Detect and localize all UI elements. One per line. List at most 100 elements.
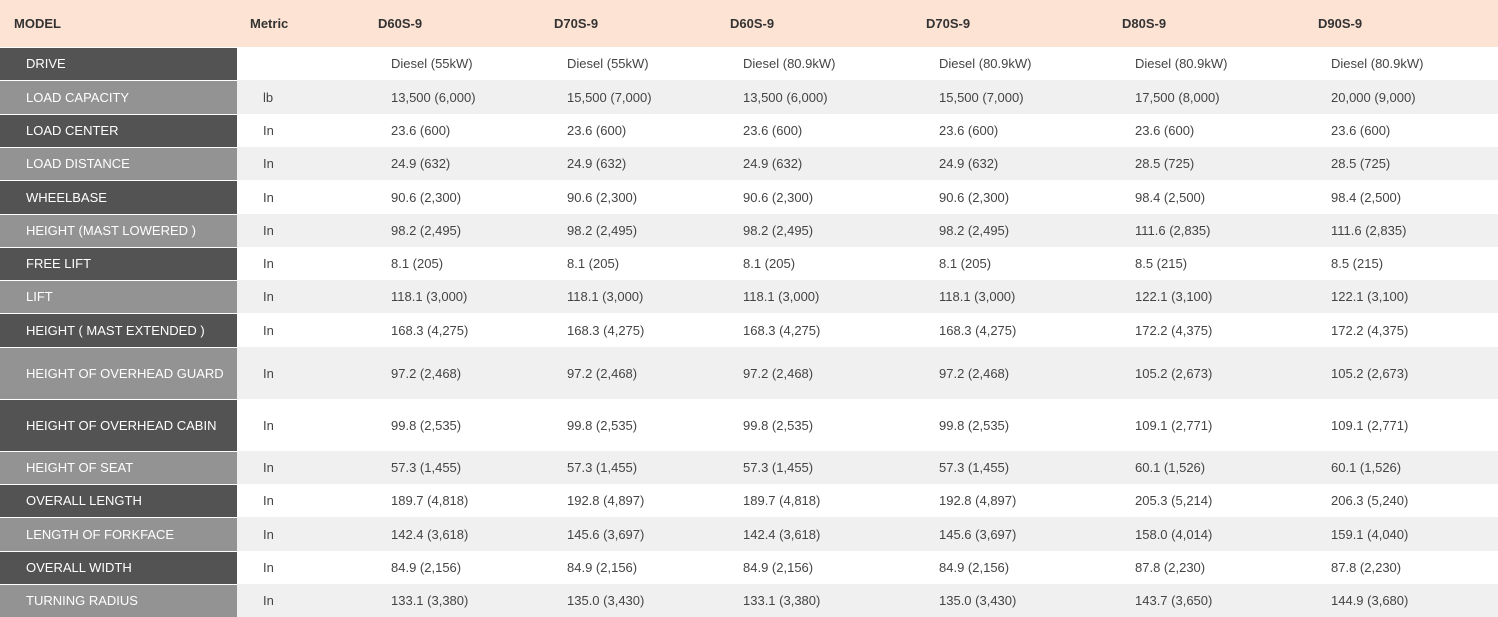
metric-unit: In — [263, 417, 274, 433]
row-overall-width: OVERALL WIDTH In 84.9 (2,156) 84.9 (2,15… — [0, 551, 1498, 584]
model-value: 84.9 (2,156) — [567, 560, 638, 575]
metric-unit: In — [263, 560, 274, 575]
model-value: 20,000 (9,000) — [1331, 89, 1416, 105]
model-value: 135.0 (3,430) — [567, 593, 645, 608]
row-label: DRIVE — [0, 47, 237, 80]
model-value: 172.2 (4,375) — [1135, 322, 1213, 338]
metric-unit: In — [263, 322, 274, 338]
model-value: 8.5 (215) — [1331, 256, 1384, 271]
model-value: 87.8 (2,230) — [1331, 560, 1402, 575]
model-value: 168.3 (4,275) — [743, 322, 821, 338]
model-value: 90.6 (2,300) — [567, 189, 638, 205]
row-turning-radius: TURNING RADIUS In 133.1 (3,380) 135.0 (3… — [0, 584, 1498, 617]
model-value: 28.5 (725) — [1135, 156, 1195, 171]
model-value: 84.9 (2,156) — [391, 560, 462, 575]
model-value: 99.8 (2,535) — [567, 417, 638, 433]
model-value: 105.2 (2,673) — [1135, 365, 1213, 381]
model-value: 168.3 (4,275) — [939, 322, 1017, 338]
model-value: 192.8 (4,897) — [939, 493, 1017, 508]
metric-unit: In — [263, 156, 274, 171]
metric-unit: lb — [263, 89, 274, 105]
model-value: 84.9 (2,156) — [939, 560, 1010, 575]
model-value: 122.1 (3,100) — [1135, 289, 1213, 304]
model-value: 97.2 (2,468) — [743, 365, 814, 381]
model-name-header: D70S-9 — [554, 16, 599, 31]
model-value: 84.9 (2,156) — [743, 560, 814, 575]
model-value: 144.9 (3,680) — [1331, 593, 1409, 608]
model-value: Diesel (80.9kW) — [1135, 56, 1228, 71]
row-length-of-forkface: LENGTH OF FORKFACE In 142.4 (3,618) 145.… — [0, 517, 1498, 551]
metric-unit: In — [263, 365, 274, 381]
metric-unit: In — [263, 493, 274, 508]
model-value: 17,500 (8,000) — [1135, 89, 1220, 105]
metric-unit: In — [263, 460, 274, 475]
model-value: 87.8 (2,230) — [1135, 560, 1206, 575]
model-value: 99.8 (2,535) — [939, 417, 1010, 433]
model-value: 105.2 (2,673) — [1331, 365, 1409, 381]
model-value: 23.6 (600) — [391, 123, 451, 138]
model-value: 111.6 (2,835) — [1135, 223, 1211, 238]
model-value: 8.1 (205) — [391, 256, 444, 271]
row-label: HEIGHT OF OVERHEAD GUARD — [0, 347, 237, 399]
model-value: 98.2 (2,495) — [939, 223, 1010, 238]
row-label: LENGTH OF FORKFACE — [0, 517, 237, 551]
model-value: 118.1 (3,000) — [939, 289, 1016, 304]
model-value: 145.6 (3,697) — [939, 526, 1017, 542]
model-value: 8.1 (205) — [939, 256, 992, 271]
model-value: 189.7 (4,818) — [743, 493, 821, 508]
row-free-lift: FREE LIFT In 8.1 (205) 8.1 (205) 8.1 (20… — [0, 247, 1498, 280]
metric-unit: In — [263, 123, 274, 138]
model-value: 24.9 (632) — [939, 156, 999, 171]
row-height-overhead-guard: HEIGHT OF OVERHEAD GUARD In 97.2 (2,468)… — [0, 347, 1498, 399]
model-name-header: D60S-9 — [730, 16, 775, 31]
row-height-mast-extended: HEIGHT ( MAST EXTENDED ) In 168.3 (4,275… — [0, 313, 1498, 347]
row-label: HEIGHT (MAST LOWERED ) — [0, 214, 237, 247]
model-value: 60.1 (1,526) — [1331, 460, 1402, 475]
metric-column-header: Metric — [250, 16, 289, 31]
model-value: 57.3 (1,455) — [743, 460, 814, 475]
model-value: Diesel (55kW) — [567, 56, 649, 71]
metric-unit: In — [263, 189, 274, 205]
model-value: Diesel (80.9kW) — [1331, 56, 1424, 71]
model-value: 98.2 (2,495) — [391, 223, 462, 238]
row-label: TURNING RADIUS — [0, 584, 237, 617]
model-value: 118.1 (3,000) — [391, 289, 468, 304]
model-value: 24.9 (632) — [391, 156, 451, 171]
model-value: 57.3 (1,455) — [391, 460, 462, 475]
model-value: 8.5 (215) — [1135, 256, 1188, 271]
model-name-header: D80S-9 — [1122, 16, 1167, 31]
model-value: 109.1 (2,771) — [1331, 417, 1409, 433]
row-label: HEIGHT ( MAST EXTENDED ) — [0, 313, 237, 347]
metric-unit: In — [263, 223, 274, 238]
model-value: 24.9 (632) — [743, 156, 803, 171]
model-value: 142.4 (3,618) — [743, 526, 821, 542]
model-value: 13,500 (6,000) — [743, 89, 828, 105]
model-value: 159.1 (4,040) — [1331, 526, 1409, 542]
model-value: Diesel (55kW) — [391, 56, 473, 71]
model-value: 118.1 (3,000) — [567, 289, 644, 304]
row-label: OVERALL WIDTH — [0, 551, 237, 584]
row-label: HEIGHT OF SEAT — [0, 451, 237, 484]
row-load-distance: LOAD DISTANCE In 24.9 (632) 24.9 (632) 2… — [0, 147, 1498, 180]
row-label: OVERALL LENGTH — [0, 484, 237, 517]
row-height-overhead-cabin: HEIGHT OF OVERHEAD CABIN In 99.8 (2,535)… — [0, 399, 1498, 451]
model-value: 142.4 (3,618) — [391, 526, 469, 542]
model-value: 135.0 (3,430) — [939, 593, 1017, 608]
model-value: 90.6 (2,300) — [939, 189, 1010, 205]
model-value: Diesel (80.9kW) — [743, 56, 836, 71]
row-label: FREE LIFT — [0, 247, 237, 280]
metric-unit: In — [263, 593, 274, 608]
model-value: 133.1 (3,380) — [743, 593, 821, 608]
model-value: 98.2 (2,495) — [743, 223, 814, 238]
model-value: 168.3 (4,275) — [567, 322, 645, 338]
row-label: LOAD DISTANCE — [0, 147, 237, 180]
model-value: 122.1 (3,100) — [1331, 289, 1409, 304]
row-wheelbase: WHEELBASE In 90.6 (2,300) 90.6 (2,300) 9… — [0, 180, 1498, 214]
row-load-capacity: LOAD CAPACITY lb 13,500 (6,000) 15,500 (… — [0, 80, 1498, 114]
model-value: 98.2 (2,495) — [567, 223, 638, 238]
metric-unit: In — [263, 526, 274, 542]
row-label: HEIGHT OF OVERHEAD CABIN — [0, 399, 237, 451]
model-value: 111.6 (2,835) — [1331, 223, 1407, 238]
model-value: 23.6 (600) — [567, 123, 627, 138]
